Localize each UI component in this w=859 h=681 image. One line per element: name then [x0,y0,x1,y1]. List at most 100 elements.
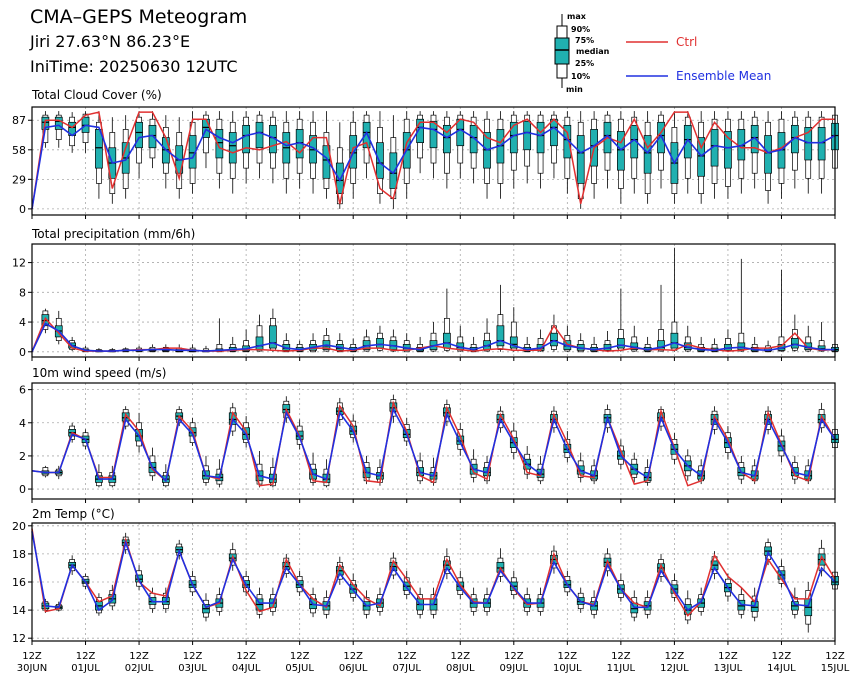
ensemble-box [483,111,491,199]
box-25-75 [509,336,518,349]
ensemble-box [683,111,692,194]
legend-label-min: min [566,85,583,94]
panel-title: Total Cloud Cover (%) [31,88,162,102]
ensemble-box [643,590,652,619]
x-tick-date: 09JUL [500,663,529,674]
ensemble-box [402,570,411,599]
ctrl-line [31,111,835,210]
ensemble-box [724,111,732,199]
ensemble-box [817,322,826,352]
ensemble-box [750,111,759,189]
box-25-75 [376,142,384,179]
ensemble-box [255,111,264,179]
box-25-75 [215,129,224,159]
x-tick-hour: 12Z [825,651,845,662]
y-tick-label: 20 [12,520,26,533]
box-25-75 [496,325,505,347]
ensemble-box [523,445,532,480]
legend-label-10: 10% [571,72,590,81]
ensemble-mean-line [31,531,836,612]
box-25-75 [523,120,532,151]
legend-box-glyph [554,14,570,88]
legend-label-median: median [576,47,610,56]
x-tick-date: 02JUL [125,663,154,674]
ensemble-box [202,455,210,486]
ensemble-box [416,111,424,174]
ensemble-box [215,318,224,353]
x-tick-hour: 12Z [129,651,149,662]
legend-ctrl-label: Ctrl [676,35,697,49]
box-10-90 [658,329,664,352]
panel-title: 2m Temp (°C) [32,507,115,521]
y-tick-label: 14 [12,604,26,617]
ensemble-box [697,111,706,204]
ensemble-box [269,111,277,184]
x-tick-hour: 12Z [558,651,578,662]
legend: max 90% 75% median 25% 10% min Ctrl Ense… [554,12,771,94]
box-25-75 [376,338,384,349]
box-25-75 [643,135,652,174]
ensemble-box [536,455,545,485]
box-25-75 [362,121,371,149]
ensemble-mean-line [31,124,836,210]
y-tick-label: 0 [19,346,26,359]
ensemble-box [148,344,157,353]
x-tick-hour: 12Z [236,651,256,662]
box-25-75 [550,332,558,347]
ensemble-box [737,455,746,485]
box-25-75 [764,135,772,174]
ensemble-box [335,333,344,353]
box-25-75 [322,145,331,179]
x-tick-hour: 12Z [183,651,203,662]
ensemble-box [135,111,143,179]
ensemble-box [777,270,786,352]
ensemble-box [54,111,63,148]
meteogram-title: CMA–GEPS Meteogram [30,6,248,28]
y-tick-label: 8 [19,286,26,299]
y-tick-label: 12 [12,257,26,270]
ensemble-box [215,111,224,189]
x-tick-hour: 12Z [76,651,96,662]
y-tick-label: 16 [12,576,26,589]
legend-label-max: max [567,12,587,21]
y-tick-label: 18 [12,548,26,561]
panel-title: Total precipitation (mm/6h) [31,227,195,241]
legend-mean-label: Ensemble Mean [676,69,771,83]
y-tick-label: 87 [12,114,26,127]
panel-frame [31,106,836,216]
box-25-75 [536,121,545,154]
box-25-75 [429,120,438,149]
x-tick-date: 06JUL [339,663,368,674]
ensemble-box [68,112,77,153]
box-25-75 [416,118,424,144]
box-25-75 [242,124,250,154]
panel-temperature: 2m Temp (°C) 12 14 16 18 20 [12,507,839,645]
x-tick-date: 30JUN [17,663,47,674]
ensemble-box [576,587,585,613]
y-tick-label: 12 [12,632,26,645]
legend-label-75: 75% [575,36,594,45]
box-25-75 [737,342,746,350]
box-25-75 [456,118,465,147]
y-tick-label: 29 [12,173,26,186]
ensemble-box [309,587,317,618]
ensemble-box [456,422,465,456]
x-tick-date: 12JUL [660,663,689,674]
ensemble-box [148,111,157,169]
box-25-75 [804,127,813,161]
ensemble-box [563,111,572,194]
ensemble-box [416,587,424,619]
box-25-75 [576,135,585,184]
panel-wind-speed: 10m wind speed (m/s) 0 2 4 6 [19,366,839,503]
ensemble-box [443,111,451,189]
y-tick-label: 6 [19,384,26,397]
ensemble-box [617,111,625,204]
ensemble-box [376,111,384,204]
box-25-75 [135,121,143,149]
box-25-75 [563,124,572,159]
x-tick-date: 08JUL [446,663,475,674]
box-25-75 [255,121,264,149]
ensemble-box [670,247,679,352]
x-tick-date: 03JUL [178,663,207,674]
ensemble-box [536,111,545,189]
